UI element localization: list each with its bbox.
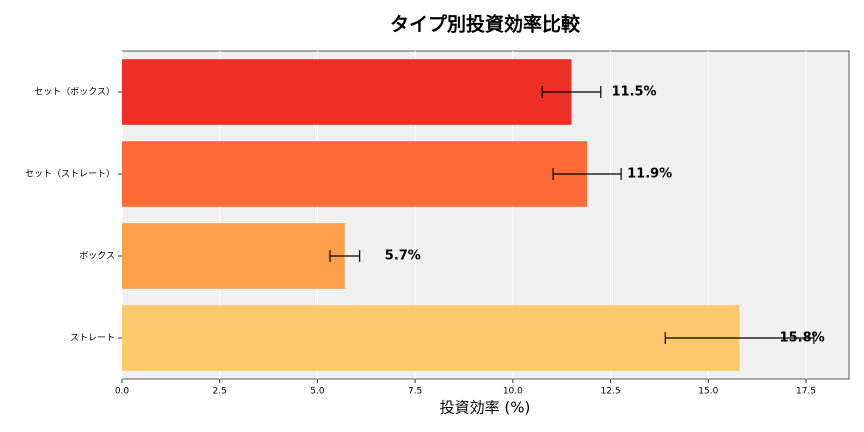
value-label: 11.9%	[627, 167, 672, 182]
y-tick-label: セット（ボックス）	[34, 87, 115, 98]
x-tick-label: 7.5	[408, 387, 422, 397]
bar	[122, 223, 345, 289]
y-tick-label: セット（ストレート）	[25, 169, 115, 180]
x-tick-label: 5.0	[310, 387, 325, 397]
bar	[122, 305, 740, 371]
x-tick-label: 10.0	[503, 387, 523, 397]
value-label: 15.8%	[780, 331, 825, 346]
x-tick-label: 2.5	[213, 387, 227, 397]
x-tick-label: 15.0	[698, 387, 718, 397]
bar	[122, 141, 588, 207]
value-label: 5.7%	[385, 249, 421, 264]
y-tick-label: ストレート	[70, 334, 115, 344]
x-axis-label: 投資効率 (%)	[440, 399, 531, 417]
x-tick-label: 12.5	[601, 387, 621, 397]
chart-title: タイプ別投資効率比較	[390, 13, 581, 36]
value-label: 11.5%	[611, 85, 656, 100]
bar	[122, 59, 572, 125]
x-tick-label: 17.5	[796, 387, 816, 397]
y-tick-label: ボックス	[79, 251, 115, 262]
x-tick-label: 0.0	[115, 387, 130, 397]
